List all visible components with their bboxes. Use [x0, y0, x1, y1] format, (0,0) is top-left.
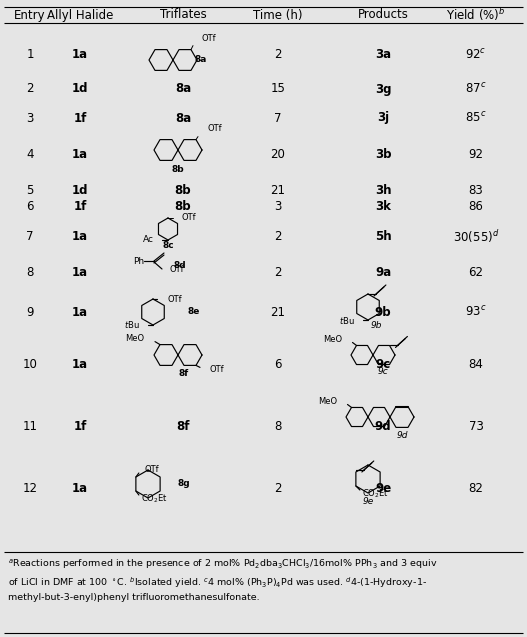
Text: 8d: 8d — [174, 261, 187, 269]
Text: $^a$Reactions performed in the presence of 2 mol% Pd$_2$dba$_3$CHCl$_3$/16mol% P: $^a$Reactions performed in the presence … — [8, 557, 437, 601]
Text: 8g: 8g — [178, 480, 190, 489]
Text: 85$^c$: 85$^c$ — [465, 111, 487, 125]
Text: 83: 83 — [469, 183, 483, 196]
Text: 3b: 3b — [375, 148, 391, 162]
Text: 11: 11 — [23, 420, 37, 434]
Text: 9: 9 — [26, 306, 34, 318]
Text: 2: 2 — [274, 48, 282, 62]
Text: 92: 92 — [469, 148, 483, 162]
Text: 3j: 3j — [377, 111, 389, 124]
Text: 1a: 1a — [72, 48, 88, 62]
Text: 1a: 1a — [72, 359, 88, 371]
Text: 1f: 1f — [73, 111, 86, 124]
Text: CO$_2$Et: CO$_2$Et — [141, 493, 168, 505]
Text: 87$^c$: 87$^c$ — [465, 82, 487, 96]
Text: 9a: 9a — [375, 266, 391, 278]
Text: 3h: 3h — [375, 183, 391, 196]
Text: 82: 82 — [469, 482, 483, 496]
Text: 7: 7 — [274, 111, 282, 124]
Text: 2: 2 — [26, 83, 34, 96]
Text: Ph: Ph — [133, 257, 144, 266]
Text: 1f: 1f — [73, 420, 86, 434]
Text: 8b: 8b — [174, 201, 191, 213]
Text: 30(55)$^d$: 30(55)$^d$ — [453, 229, 499, 245]
Text: CO$_2$Et: CO$_2$Et — [362, 488, 389, 500]
Text: 1: 1 — [26, 48, 34, 62]
Text: 20: 20 — [270, 148, 286, 162]
Text: Entry: Entry — [14, 8, 46, 22]
Text: 86: 86 — [469, 201, 483, 213]
Text: 9d: 9d — [375, 420, 392, 434]
Text: OTf: OTf — [145, 464, 160, 473]
Text: 3: 3 — [26, 111, 34, 124]
Text: 8a: 8a — [195, 55, 207, 64]
Text: 3a: 3a — [375, 48, 391, 62]
Text: 9b: 9b — [375, 306, 392, 318]
Text: 2: 2 — [274, 482, 282, 496]
Text: 8b: 8b — [172, 166, 184, 175]
Text: 6: 6 — [26, 201, 34, 213]
Text: OTf: OTf — [170, 264, 184, 273]
Text: 8a: 8a — [175, 111, 191, 124]
Text: 1d: 1d — [72, 83, 88, 96]
Text: $t$Bu: $t$Bu — [339, 315, 355, 326]
Text: 3: 3 — [275, 201, 282, 213]
Text: 10: 10 — [23, 359, 37, 371]
Text: 84: 84 — [469, 359, 483, 371]
Text: Time (h): Time (h) — [253, 8, 302, 22]
Text: 1a: 1a — [72, 482, 88, 496]
Text: 8: 8 — [26, 266, 34, 278]
Text: 3k: 3k — [375, 201, 391, 213]
Text: Allyl Halide: Allyl Halide — [47, 8, 113, 22]
Text: 5: 5 — [26, 183, 34, 196]
Text: 5h: 5h — [375, 231, 392, 243]
Text: OTf: OTf — [208, 124, 222, 132]
Text: Triflates: Triflates — [160, 8, 207, 22]
Text: 1a: 1a — [72, 306, 88, 318]
Text: 2: 2 — [274, 231, 282, 243]
Text: 4: 4 — [26, 148, 34, 162]
Text: MeO: MeO — [324, 335, 343, 344]
Text: OTf: OTf — [201, 34, 216, 43]
Text: 12: 12 — [23, 482, 37, 496]
Text: 1a: 1a — [72, 148, 88, 162]
Text: 21: 21 — [270, 183, 286, 196]
Text: 93$^c$: 93$^c$ — [465, 305, 487, 319]
Text: 1a: 1a — [72, 266, 88, 278]
Text: 9b: 9b — [370, 322, 382, 331]
Text: OTf: OTf — [210, 365, 225, 374]
Text: 21: 21 — [270, 306, 286, 318]
Text: 9e: 9e — [363, 496, 374, 506]
Text: 8f: 8f — [179, 369, 189, 378]
Text: 9e: 9e — [375, 482, 391, 496]
Text: Products: Products — [357, 8, 408, 22]
Text: 1d: 1d — [72, 183, 88, 196]
Text: 9d: 9d — [396, 431, 408, 440]
Text: 3g: 3g — [375, 83, 391, 96]
Text: 6: 6 — [274, 359, 282, 371]
Text: 1f: 1f — [73, 201, 86, 213]
Text: MeO: MeO — [318, 397, 337, 406]
Text: Ac: Ac — [143, 236, 154, 245]
Text: 1a: 1a — [72, 231, 88, 243]
Text: 8f: 8f — [176, 420, 190, 434]
Text: Yield (%)$^b$: Yield (%)$^b$ — [446, 6, 506, 24]
Text: 9c: 9c — [378, 368, 388, 376]
Text: 2: 2 — [274, 266, 282, 278]
Text: $t$Bu: $t$Bu — [124, 320, 140, 331]
Text: 8b: 8b — [174, 183, 191, 196]
Text: MeO: MeO — [125, 334, 144, 343]
Text: OTf: OTf — [167, 294, 182, 303]
Text: 92$^c$: 92$^c$ — [465, 48, 486, 62]
Text: 9c: 9c — [375, 359, 391, 371]
Text: 8: 8 — [275, 420, 282, 434]
Text: 7: 7 — [26, 231, 34, 243]
Text: 15: 15 — [270, 83, 286, 96]
Text: 8e: 8e — [188, 308, 200, 317]
Text: 62: 62 — [469, 266, 483, 278]
Text: OTf: OTf — [182, 213, 197, 222]
Text: 8a: 8a — [175, 83, 191, 96]
Text: 73: 73 — [469, 420, 483, 434]
Text: 8c: 8c — [162, 241, 174, 250]
